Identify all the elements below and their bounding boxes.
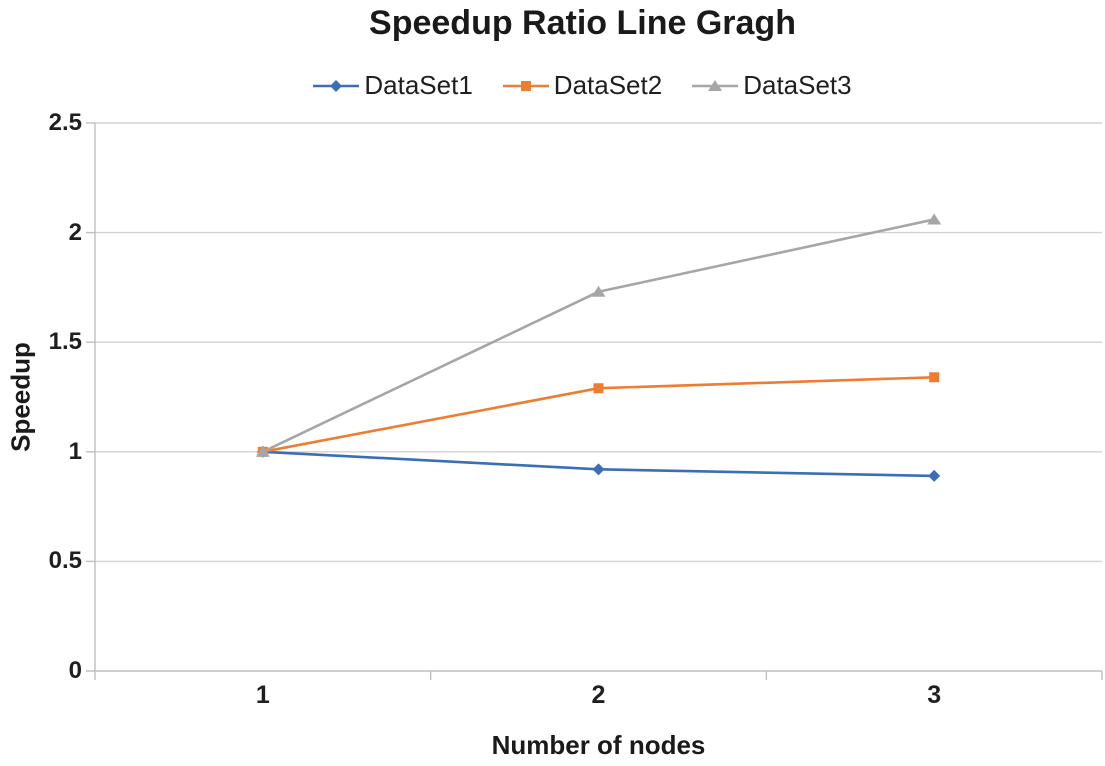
x-tick-label: 1 [255, 681, 270, 709]
legend-item-dataset2: DataSet2 [502, 70, 663, 101]
marker-triangle [591, 285, 606, 297]
x-tick-label: 2 [591, 681, 606, 709]
legend: DataSet1 DataSet2 DataSet3 [60, 70, 1105, 101]
y-axis-title: Speedup [5, 342, 36, 452]
marker-diamond [330, 79, 343, 92]
marker-diamond [592, 463, 605, 476]
marker-square [929, 372, 940, 383]
x-axis-title: Number of nodes [491, 730, 706, 760]
y-tick-label: 1.5 [48, 328, 82, 356]
marker-diamond [928, 469, 941, 482]
legend-triangle-icon [692, 79, 739, 91]
y-tick-label: 1 [68, 437, 82, 465]
legend-square-icon [502, 80, 549, 91]
marker-triangle [708, 79, 723, 91]
series-line [262, 218, 935, 453]
legend-label: DataSet1 [364, 70, 473, 100]
legend-label: DataSet2 [553, 70, 663, 100]
y-tick-label: 2 [68, 218, 82, 246]
y-tick-label: 0 [68, 657, 82, 684]
x-tick-label: 3 [927, 681, 942, 709]
chart-title: Speedup Ratio Line Gragh [369, 4, 796, 42]
legend-item-dataset3: DataSet3 [692, 70, 852, 101]
marker-square [593, 383, 604, 394]
y-tick-label: 0.5 [48, 547, 82, 575]
legend-item-dataset1: DataSet1 [313, 70, 473, 101]
marker-square [520, 80, 531, 91]
y-tick-label: 2.5 [48, 109, 82, 136]
marker-triangle [927, 213, 942, 225]
series-DataSet2 [257, 372, 940, 457]
marker-triangle [255, 445, 270, 457]
legend-diamond-icon [313, 79, 360, 92]
legend-label: DataSet3 [743, 70, 852, 100]
series-DataSet3 [255, 213, 942, 457]
